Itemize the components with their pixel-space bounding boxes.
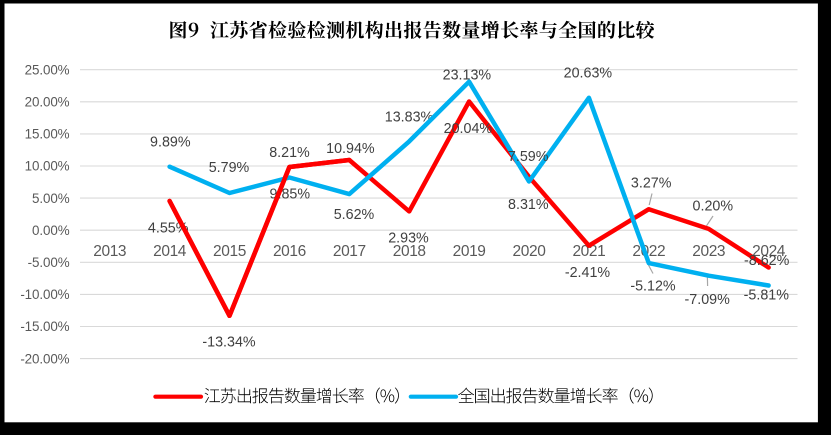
svg-text:-15.00%: -15.00%: [20, 319, 69, 334]
svg-text:2021: 2021: [572, 243, 605, 260]
svg-text:0.20%: 0.20%: [693, 198, 734, 214]
svg-text:0.00%: 0.00%: [32, 223, 70, 238]
svg-text:-8.62%: -8.62%: [744, 253, 790, 269]
svg-text:4.55%: 4.55%: [148, 220, 189, 236]
svg-text:-2.41%: -2.41%: [565, 265, 611, 281]
svg-text:10.00%: 10.00%: [25, 159, 70, 174]
svg-text:20.63%: 20.63%: [564, 65, 613, 81]
svg-text:-5.00%: -5.00%: [28, 255, 70, 270]
svg-text:13.83%: 13.83%: [385, 110, 434, 126]
svg-text:2019: 2019: [453, 243, 486, 260]
svg-text:10.94%: 10.94%: [326, 141, 375, 157]
svg-text:5.79%: 5.79%: [209, 160, 250, 176]
svg-text:7.59%: 7.59%: [508, 149, 549, 165]
svg-text:-20.00%: -20.00%: [20, 351, 69, 366]
svg-text:2024: 2024: [752, 243, 786, 260]
svg-text:23.13%: 23.13%: [443, 67, 492, 83]
svg-text:5.62%: 5.62%: [334, 207, 375, 223]
svg-text:-13.34%: -13.34%: [202, 335, 256, 351]
svg-text:8.21%: 8.21%: [269, 145, 310, 161]
svg-text:-5.12%: -5.12%: [630, 278, 676, 294]
svg-text:2016: 2016: [273, 243, 306, 260]
svg-text:9.89%: 9.89%: [150, 134, 191, 150]
svg-text:15.00%: 15.00%: [25, 127, 70, 142]
svg-text:2013: 2013: [93, 243, 126, 260]
svg-text:20.00%: 20.00%: [25, 95, 70, 110]
svg-text:-5.81%: -5.81%: [744, 287, 790, 303]
svg-text:2015: 2015: [213, 243, 246, 260]
svg-text:25.00%: 25.00%: [25, 62, 70, 77]
svg-text:3.27%: 3.27%: [631, 176, 672, 192]
svg-text:2017: 2017: [333, 243, 366, 260]
svg-text:-10.00%: -10.00%: [20, 287, 69, 302]
svg-text:5.00%: 5.00%: [32, 191, 70, 206]
svg-text:20.04%: 20.04%: [444, 121, 493, 137]
svg-text:8.31%: 8.31%: [508, 197, 549, 213]
svg-text:2018: 2018: [393, 243, 426, 260]
svg-text:-7.09%: -7.09%: [685, 292, 731, 308]
svg-text:2014: 2014: [153, 243, 187, 260]
svg-text:2023: 2023: [692, 243, 725, 260]
svg-text:2020: 2020: [513, 243, 547, 260]
svg-text:2.93%: 2.93%: [388, 230, 429, 246]
